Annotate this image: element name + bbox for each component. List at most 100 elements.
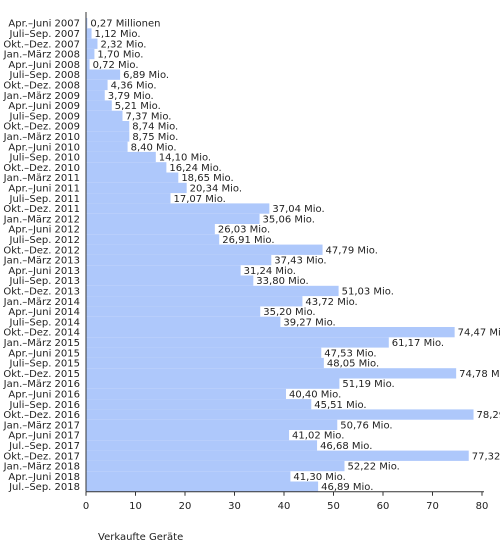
value-label: 39,27 Mio. [283,317,335,328]
x-tick-label: 50 [327,501,340,512]
bar [86,460,345,472]
category-label: Apr.–Juni 2012 [8,225,80,236]
value-label: 74,78 Mio. [459,369,500,380]
value-label: 8,75 Mio. [132,132,178,143]
bar [86,316,281,327]
category-label: Jan.–März 2012 [3,214,80,225]
x-tick-label: 70 [426,501,439,512]
category-label: Juli–Sep. 2014 [9,317,81,328]
bar [86,337,389,348]
category-label: Apr.–Juni 2013 [8,266,80,277]
value-label: 17,07 Mio. [173,194,225,205]
category-label: Okt.–Dez. 2017 [3,451,80,462]
bar [86,388,286,400]
value-label: 74,47 Mio. [458,328,500,339]
value-label: 3,79 Mio. [108,91,154,102]
bar [86,18,88,29]
bar [86,48,95,60]
category-label: Okt.–Dez. 2007 [3,39,80,50]
value-label: 33,80 Mio. [256,276,308,287]
value-label: 43,72 Mio. [305,297,357,308]
value-label: 31,24 Mio. [244,266,296,277]
value-label: 78,29 Mio. [477,410,500,421]
bar [86,327,455,338]
category-label: Apr.–Juni 2014 [8,307,80,318]
category-label: Juli–Sep. 2015 [9,359,81,370]
bar [86,162,167,173]
value-label: 35,06 Mio. [263,214,315,225]
category-label: Jan.–März 2016 [3,379,80,390]
value-label: 52,22 Mio. [347,462,399,473]
value-label: 4,36 Mio. [111,80,157,91]
bar [86,254,272,266]
value-label: 61,17 Mio. [392,338,444,349]
category-label: Jan.–März 2014 [3,297,80,308]
value-label: 20,34 Mio. [190,183,242,194]
category-label: Juli–Sep. 2013 [9,276,81,287]
value-label: 48,05 Mio. [327,359,379,370]
category-label: Apr.–Juni 2007 [8,19,80,30]
bar [86,141,128,152]
value-label: 5,21 Mio. [115,101,161,112]
value-label: 26,91 Mio. [222,235,274,246]
x-tick-label: 40 [278,501,291,512]
category-label: Juli–Sep. 2011 [9,194,81,205]
bar [86,234,220,245]
x-tick-label: 30 [228,501,241,512]
value-label: 41,02 Mio. [292,431,344,442]
category-label: Juli–Sep. 2012 [9,235,81,246]
bar [86,244,323,255]
bar [86,399,312,410]
bar [86,131,130,142]
value-label: 6,89 Mio. [123,70,169,81]
bar [86,38,98,49]
bar [86,275,254,286]
x-tick-label: 10 [129,501,142,512]
value-label: 51,19 Mio. [342,379,394,390]
value-label: 47,79 Mio. [326,245,378,256]
category-label: Juli–Sep. 2007 [9,29,81,40]
bar [86,59,90,70]
bar [86,471,291,482]
category-label: Apr.–Juni 2011 [8,183,80,194]
x-tick-label: 0 [83,501,89,512]
bar [86,28,92,39]
value-label: 7,37 Mio. [125,111,171,122]
bar [86,110,123,121]
bar [86,224,215,235]
value-label: 41,30 Mio. [293,472,345,483]
bar [86,182,187,194]
category-label: Juli–Sep. 2008 [9,70,81,81]
bar [86,151,156,163]
bar [86,90,105,101]
category-label: Jul.–Sep. 2018 [8,482,80,493]
category-label: Okt.–Dez. 2010 [3,163,80,174]
category-label: Okt.–Dez. 2015 [3,369,80,380]
category-label: Jan.–März 2011 [3,173,80,184]
bar [86,378,340,389]
bar [86,121,130,132]
category-label: Apr.–Juni 2010 [8,142,80,153]
category-label: Jul.–Sep. 2017 [8,441,80,452]
value-label: 18,65 Mio. [181,173,233,184]
value-label: 50,76 Mio. [340,420,392,431]
value-label: 14,10 Mio. [159,153,211,164]
x-tick-label: 80 [476,501,489,512]
bar [86,347,322,358]
category-label: Jan.–März 2013 [3,256,80,267]
bar [86,69,121,80]
category-label: Jan.–März 2015 [3,338,80,349]
category-label: Okt.–Dez. 2009 [3,122,80,133]
category-label: Okt.–Dez. 2011 [3,204,80,215]
value-label: 45,51 Mio. [314,400,366,411]
category-label: Okt.–Dez. 2008 [3,80,80,91]
category-label: Okt.–Dez. 2012 [3,245,80,256]
value-label: 77,32 Mio. [472,451,500,462]
value-label: 47,53 Mio. [324,348,376,359]
value-label: 35,20 Mio. [263,307,315,318]
value-label: 8,74 Mio. [132,122,178,133]
value-label: 0,27 Millionen [90,19,160,30]
